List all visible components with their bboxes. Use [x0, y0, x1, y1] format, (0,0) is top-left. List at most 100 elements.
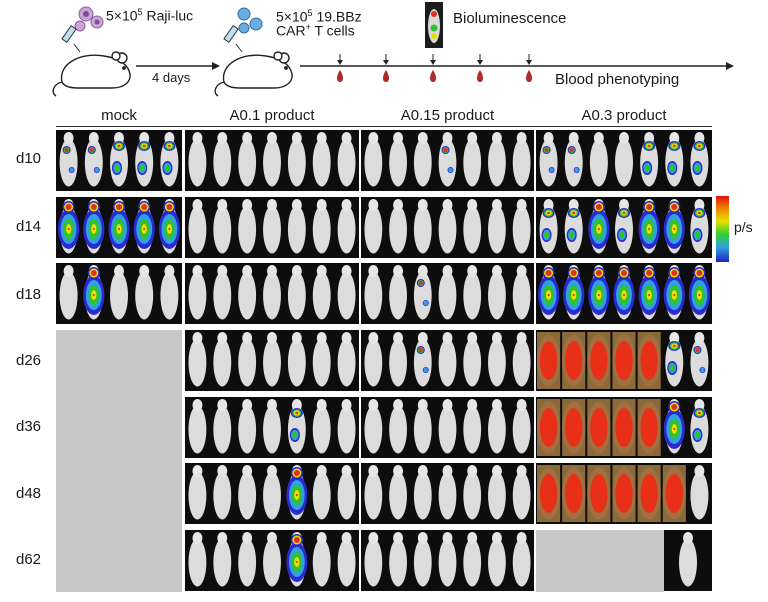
mouse-silhouette	[463, 138, 482, 187]
mouse-silhouette	[364, 405, 383, 454]
mouse-silhouette	[213, 338, 232, 387]
mouse-silhouette	[312, 405, 331, 454]
mouse-silhouette	[238, 338, 257, 387]
mouse-silhouette	[312, 538, 331, 587]
mouse-silhouette	[263, 538, 281, 587]
bioluminescence-image	[56, 263, 182, 324]
mouse-silhouette	[589, 138, 608, 187]
mouse-silhouette	[463, 205, 482, 254]
mouse-silhouette	[238, 405, 257, 454]
mouse-silhouette	[337, 271, 356, 320]
mouse-silhouette	[438, 405, 457, 454]
bioluminescence-label: Bioluminescence	[453, 10, 567, 27]
mouse-silhouette	[263, 471, 281, 520]
mouse-silhouette	[263, 338, 281, 387]
bioluminescence-image	[56, 197, 182, 258]
mouse-silhouette	[512, 471, 531, 520]
mouse-silhouette	[59, 271, 78, 320]
mouse-silhouette	[463, 338, 482, 387]
mouse-silhouette	[337, 138, 356, 187]
bioluminescence-image	[185, 463, 359, 524]
blood-drop-icon	[383, 54, 389, 82]
mouse-silhouette	[287, 205, 306, 254]
day-label: d48	[16, 485, 42, 502]
mouse-silhouette	[238, 538, 257, 587]
mouse-silhouette	[512, 138, 531, 187]
mouse-silhouette	[679, 538, 697, 587]
mouse-silhouette	[110, 271, 128, 320]
day-label: d18	[16, 286, 42, 303]
day-label: d36	[16, 418, 42, 435]
tumor-dose-label: 5×105 Raji-luc	[106, 7, 194, 24]
mouse-silhouette	[488, 405, 506, 454]
mouse-silhouette	[312, 471, 331, 520]
mouse-silhouette	[690, 471, 709, 520]
mouse-silhouette	[364, 138, 383, 187]
mouse-icon	[214, 51, 293, 97]
mouse-silhouette	[413, 471, 432, 520]
mouse-silhouette	[337, 405, 356, 454]
mouse-silhouette	[188, 405, 207, 454]
mouse-silhouette	[337, 338, 356, 387]
mouse-silhouette	[263, 405, 281, 454]
day-label: d10	[16, 150, 42, 167]
mouse-silhouette	[312, 205, 331, 254]
mouse-silhouette	[337, 205, 356, 254]
mouse-silhouette	[488, 205, 506, 254]
mouse-silhouette	[213, 405, 232, 454]
mouse-silhouette	[287, 271, 306, 320]
group-label-a015: A0.15 product	[400, 107, 495, 124]
group-label-a01: A0.1 product	[229, 107, 315, 124]
mouse-silhouette	[337, 471, 356, 520]
bioluminescence-image	[185, 263, 359, 324]
bioluminescence-image	[56, 130, 182, 191]
no-data-placeholder	[536, 530, 664, 592]
mouse-silhouette	[312, 138, 331, 187]
mouse-silhouette	[263, 205, 281, 254]
mouse-silhouette	[389, 205, 407, 254]
mouse-silhouette	[564, 138, 583, 187]
mouse-silhouette	[438, 338, 457, 387]
mouse-silhouette	[84, 138, 103, 187]
mouse-silhouette	[238, 205, 257, 254]
mouse-silhouette	[188, 138, 207, 187]
mouse-silhouette	[512, 538, 531, 587]
mouse-silhouette	[389, 338, 407, 387]
bioluminescence-image	[536, 330, 712, 391]
mouse-silhouette	[488, 138, 506, 187]
mouse-silhouette	[463, 471, 482, 520]
mouse-silhouette	[364, 338, 383, 387]
blood-drop-icon	[477, 54, 483, 82]
bioluminescence-thumbnail	[425, 2, 443, 48]
mouse-silhouette	[364, 471, 383, 520]
mouse-silhouette	[312, 271, 331, 320]
raji-cells-icon	[74, 6, 104, 32]
mouse-silhouette	[438, 471, 457, 520]
bioluminescence-image	[185, 197, 359, 258]
day-label: d62	[16, 551, 42, 568]
timeline-graphic	[52, 2, 734, 97]
mouse-silhouette	[389, 538, 407, 587]
mouse-silhouette	[263, 138, 281, 187]
no-data-placeholder	[56, 330, 182, 592]
bioluminescence-image	[664, 530, 712, 591]
day-label: d26	[16, 352, 42, 369]
mouse-silhouette	[312, 338, 331, 387]
mouse-silhouette	[512, 405, 531, 454]
mouse-silhouette	[413, 271, 432, 320]
bioluminescence-image	[536, 397, 712, 458]
mouse-silhouette	[213, 471, 232, 520]
header-rule	[56, 126, 712, 127]
mouse-silhouette	[463, 405, 482, 454]
bioluminescence-image	[185, 130, 359, 191]
mouse-silhouette	[690, 338, 709, 387]
blood-drop-icon	[526, 54, 532, 82]
bioluminescence-image	[361, 263, 534, 324]
mouse-silhouette	[188, 271, 207, 320]
mouse-icon	[52, 51, 131, 97]
bioluminescence-image	[536, 197, 712, 258]
syringe-icon	[223, 25, 243, 53]
mouse-silhouette	[438, 271, 457, 320]
mouse-silhouette	[364, 271, 383, 320]
mouse-silhouette	[413, 538, 432, 587]
